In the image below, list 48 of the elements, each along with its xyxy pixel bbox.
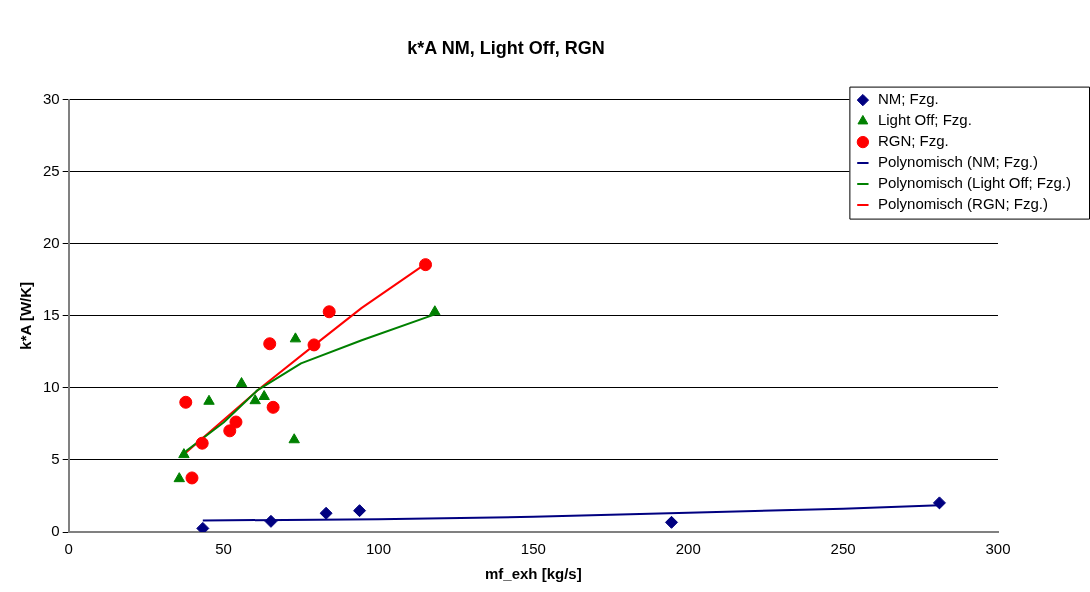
x-tick-label: 150 [520, 540, 546, 558]
point [932, 496, 946, 510]
legend-label: Polynomisch (NM; Fzg.) [877, 153, 1038, 171]
y-tick-label: 20 [43, 233, 60, 251]
x-tick-label: 250 [830, 540, 856, 558]
point [196, 521, 210, 532]
point [419, 258, 433, 272]
y-tick-label: 15 [43, 305, 60, 323]
point [178, 448, 190, 459]
x-tick-label: 100 [365, 540, 391, 558]
point [665, 515, 678, 529]
point [203, 394, 215, 405]
point [235, 377, 248, 388]
x-tick-label: 200 [675, 540, 701, 558]
point [264, 514, 278, 528]
y-tick-label: 0 [51, 522, 60, 540]
legend-label: Polynomisch (Light Off; Fzg.) [877, 174, 1071, 192]
point [288, 433, 300, 444]
x-tick-label: 0 [64, 540, 73, 558]
x-axis-title: mf_exh [kg/s] [484, 565, 582, 583]
y-tick-label: 10 [43, 378, 60, 396]
point [258, 390, 270, 401]
point [319, 506, 333, 520]
point [195, 436, 209, 450]
y-axis-title: k*A [W/K] [17, 281, 35, 350]
point [223, 424, 237, 438]
point [263, 337, 277, 351]
legend-label: Light Off; Fzg. [877, 111, 972, 129]
x-tick-label: 50 [215, 540, 232, 558]
y-tick-label: 5 [51, 450, 60, 468]
point [429, 305, 441, 316]
point [322, 305, 336, 319]
point [353, 504, 367, 518]
point [179, 395, 193, 409]
legend-label: NM; Fzg. [877, 90, 939, 108]
legend-label: RGN; Fzg. [877, 132, 949, 150]
point [185, 471, 199, 485]
point [307, 338, 321, 352]
point [229, 415, 243, 429]
point [249, 394, 261, 405]
point [289, 332, 302, 343]
x-tick-label: 300 [985, 540, 1011, 558]
point [266, 400, 280, 414]
legend-label: Polynomisch (RGN; Fzg.) [877, 195, 1048, 213]
chart-title: k*A NM, Light Off, RGN [407, 37, 605, 58]
y-tick-label: 30 [43, 89, 60, 107]
y-tick-label: 25 [43, 161, 60, 179]
point [173, 472, 185, 483]
